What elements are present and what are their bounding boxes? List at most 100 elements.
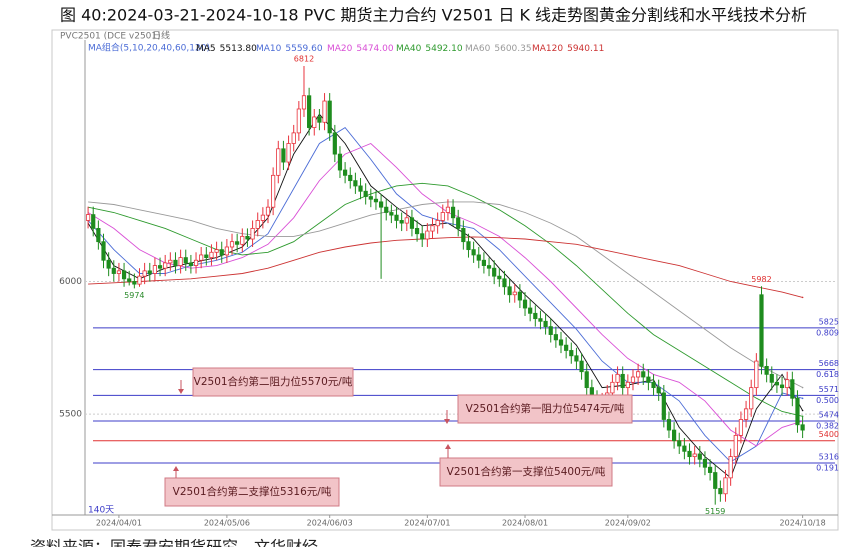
candle-body — [271, 174, 276, 208]
candle-body — [548, 326, 553, 335]
candle-body — [661, 392, 666, 420]
candle-body — [260, 214, 265, 221]
candle-body — [343, 169, 348, 176]
candle-body — [728, 456, 733, 479]
candle-body — [332, 132, 337, 155]
candle-body — [384, 206, 389, 213]
candle-body — [296, 108, 301, 134]
candle-body — [697, 453, 702, 460]
callout-box — [192, 367, 354, 397]
candle-body — [610, 381, 615, 394]
candle-body — [497, 275, 502, 280]
candle-body — [219, 249, 224, 256]
candle-body — [713, 472, 718, 489]
candle-body — [461, 228, 466, 243]
candle-body — [373, 198, 379, 203]
legend-value: 5600.35 — [494, 44, 531, 54]
x-tick-label: 2024/07/01 — [404, 519, 450, 528]
candle-body — [754, 360, 759, 389]
candle-body — [764, 365, 769, 375]
extreme-label: 5159 — [705, 507, 725, 516]
candle-body — [116, 270, 122, 274]
candle-body — [111, 267, 116, 274]
candle-body — [204, 254, 209, 258]
candle-body — [507, 286, 512, 296]
candle-body — [250, 228, 255, 240]
y-tick-label: 6000 — [59, 277, 82, 287]
candle-body — [574, 355, 579, 362]
candle-body — [445, 206, 451, 213]
callout-arrowhead — [178, 389, 184, 394]
candle-body — [733, 434, 738, 458]
callout-box — [457, 394, 633, 424]
candle-body — [471, 249, 476, 256]
callout-text: V2501合约第一支撑位5400元/吨 — [447, 465, 606, 478]
level-value: 5668 — [819, 359, 839, 368]
candle-body — [91, 214, 96, 229]
candle-body — [147, 270, 152, 274]
candle-body — [322, 100, 327, 123]
candle-body — [564, 344, 569, 351]
level-ratio: 0.191 — [816, 463, 839, 472]
candle-body — [800, 424, 805, 431]
level-value: 5474 — [819, 411, 839, 420]
legend-entry: MA60 5600.35 — [465, 44, 532, 54]
candle-body — [168, 259, 173, 264]
candle-body — [779, 384, 785, 389]
candle-body — [312, 116, 317, 128]
legend-value: 5940.11 — [567, 44, 604, 54]
candle-body — [152, 265, 158, 274]
candle-body — [224, 246, 229, 256]
candle-body — [425, 230, 430, 240]
y-tick-label: 5500 — [59, 410, 82, 420]
candle-body — [687, 450, 692, 458]
candle-body — [743, 408, 749, 420]
legend-name: MA60 — [465, 44, 491, 54]
legend-entry: MA40 5492.10 — [396, 44, 463, 54]
candle-body — [188, 262, 193, 266]
candle-body — [132, 281, 137, 285]
candle-body — [307, 95, 312, 128]
candle-body — [718, 488, 723, 495]
candle-body — [528, 307, 533, 314]
candle-body — [774, 381, 780, 386]
legend-entry: MA10 5559.60 — [256, 44, 323, 54]
candle-body — [769, 373, 774, 383]
candle-body — [486, 265, 492, 269]
x-tick-label: 2024/06/03 — [307, 519, 353, 528]
candle-body — [702, 458, 708, 468]
candle-body — [723, 477, 728, 495]
ma-latest — [801, 409, 804, 412]
ma-latest — [801, 397, 804, 400]
legend-name: MA40 — [396, 44, 422, 54]
ma-line — [88, 182, 803, 417]
candle-body — [672, 429, 677, 442]
legend-value: 5474.00 — [356, 44, 393, 54]
candle-body — [235, 241, 240, 245]
candle-body — [404, 217, 409, 224]
candle-body — [666, 419, 672, 431]
candle-body — [440, 212, 445, 221]
candle-body — [106, 259, 111, 269]
legend-name: MA120 — [532, 44, 563, 54]
candle-body — [229, 241, 235, 248]
candle-body — [96, 228, 101, 243]
level-ratio: 0.500 — [816, 396, 839, 405]
candle-body — [553, 334, 558, 341]
candle-body — [630, 376, 636, 383]
candle-body — [399, 220, 404, 224]
callout-box — [439, 457, 613, 487]
candle-body — [625, 381, 630, 389]
x-tick-label: 2024/09/02 — [605, 519, 651, 528]
candle-body — [85, 214, 91, 221]
candle-body — [492, 267, 497, 277]
candle-body — [173, 259, 178, 266]
candle-body — [265, 206, 271, 216]
candle-body — [414, 228, 420, 235]
candle-body — [363, 190, 368, 197]
candle-body — [759, 294, 764, 367]
candle-body — [281, 148, 286, 163]
candle-body — [677, 440, 682, 447]
candle-body — [435, 220, 440, 227]
